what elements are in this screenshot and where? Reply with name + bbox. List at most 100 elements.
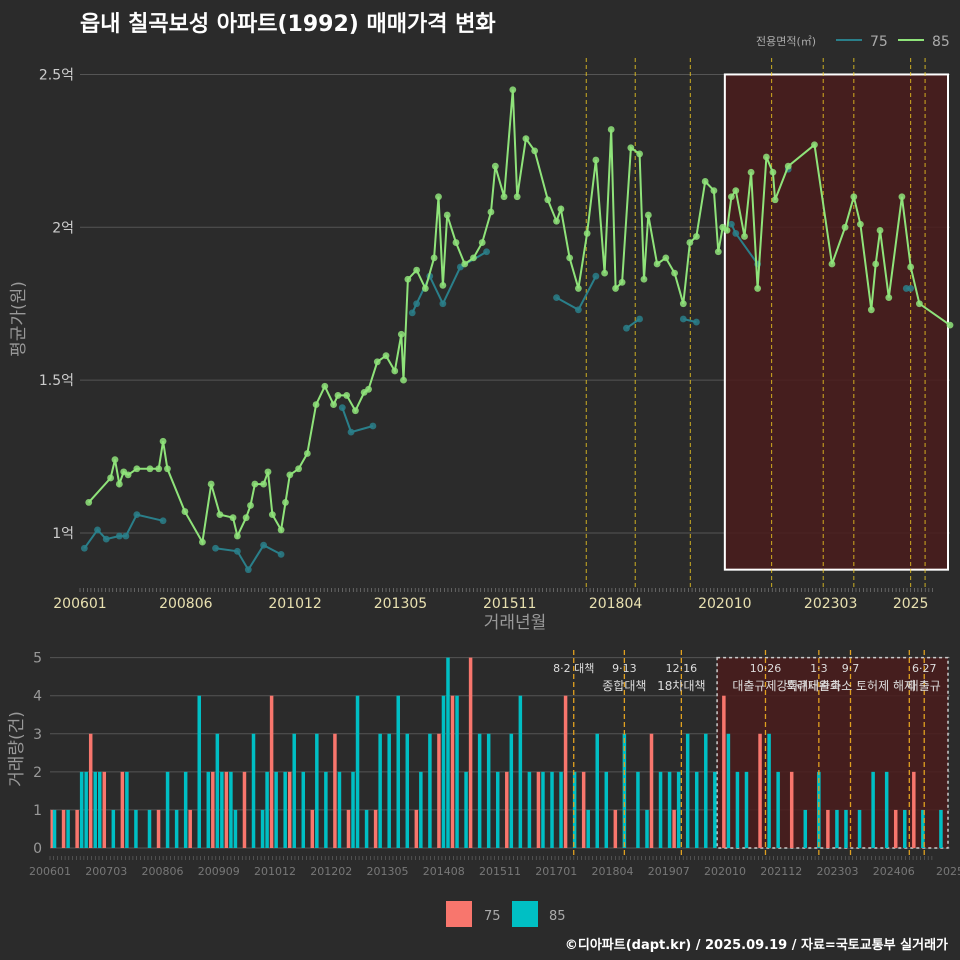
bar-75 [912, 771, 916, 848]
series-75-point [277, 550, 285, 558]
series-85-point [723, 226, 731, 234]
series-85-point [155, 465, 163, 473]
series-85-point [216, 511, 224, 519]
bar-y-tick-label: 4 [33, 689, 42, 705]
bar-85 [455, 695, 459, 848]
series-85-point [159, 437, 167, 445]
bar-85 [260, 809, 265, 848]
bar-75 [346, 809, 351, 848]
series-85-point [885, 294, 893, 302]
series-85-point [693, 233, 700, 240]
series-85-point [242, 514, 250, 522]
bar-85 [79, 771, 84, 848]
series-75-point [679, 315, 687, 323]
bar-85 [355, 695, 360, 848]
bar-75 [536, 771, 541, 848]
bar-85 [477, 733, 482, 848]
bar-75 [88, 733, 93, 848]
x-tick-label: 202010 [698, 596, 751, 612]
series-85-point [443, 211, 451, 219]
bar-85 [844, 809, 848, 848]
x-tick-label: 200806 [159, 596, 213, 612]
bar-85 [265, 771, 269, 848]
bar-75 [224, 771, 229, 848]
bar-85 [396, 695, 400, 848]
bar-85 [636, 771, 640, 848]
bar-85 [387, 733, 391, 848]
series-75-point [483, 248, 490, 256]
bar-85 [744, 771, 749, 848]
bar-85 [66, 809, 70, 848]
series-85-point [557, 205, 565, 213]
bar-85 [147, 809, 152, 848]
bar-85 [586, 809, 590, 848]
series-85-point [146, 465, 154, 473]
bar-85 [324, 771, 328, 848]
series-85-point [856, 220, 864, 228]
series-85-point [867, 306, 875, 314]
bar-75 [563, 695, 568, 848]
series-85-point [710, 187, 718, 195]
series-85-point [439, 281, 447, 289]
bar-75 [672, 809, 676, 848]
policy-annotation: 특례대출축소 토허제 해제 [786, 679, 915, 693]
series-85-point [229, 514, 237, 522]
series-85-point [391, 367, 399, 375]
series-85-point [430, 254, 438, 262]
series-85-point [312, 401, 320, 408]
series-85-point [321, 382, 329, 390]
bar-85 [183, 771, 188, 848]
bar-75 [468, 657, 473, 848]
series-85-point [522, 135, 530, 143]
bar-75 [242, 771, 247, 848]
policy-annotation: 18차대책 [657, 678, 705, 693]
bar-x-tick-label: 201012 [254, 865, 296, 878]
bar-75 [156, 809, 161, 848]
bar-y-tick-label: 0 [33, 841, 42, 857]
series-85-point [509, 86, 517, 94]
bar-75 [188, 809, 192, 848]
series-85-point [491, 162, 499, 170]
policy-annotation: 1·3 [810, 662, 828, 675]
series-85-point [662, 254, 670, 262]
series-85-point [352, 407, 359, 415]
series-75-line [215, 543, 282, 572]
bar-85 [903, 809, 907, 848]
series-75-point [122, 532, 130, 540]
chart-title: 읍내 칠곡보성 아파트(1992) 매매가격 변화 [80, 12, 496, 37]
bar-85 [215, 733, 220, 848]
bar-85 [220, 771, 224, 848]
series-85-point [644, 211, 652, 219]
series-85-point [295, 465, 302, 473]
series-85-point [470, 254, 477, 262]
series-85-point [452, 239, 460, 246]
bar-x-tick-label: 201511 [479, 865, 521, 878]
series-85-point [133, 465, 141, 473]
x-tick-label: 201012 [268, 596, 321, 612]
policy-annotation: 8·2 대책 [553, 662, 594, 675]
bar-85 [206, 771, 211, 848]
series-85-point [365, 385, 372, 393]
bar-85 [939, 809, 943, 848]
bar-85 [595, 733, 599, 848]
bar-85 [292, 733, 296, 848]
series-85-point [741, 233, 748, 240]
series-75-point [347, 428, 355, 436]
series-85-point [207, 480, 215, 488]
bar-75 [287, 771, 292, 848]
bar-85 [464, 771, 468, 848]
series-85-point [260, 480, 268, 488]
bar-85 [197, 695, 201, 848]
series-85-point [653, 260, 661, 268]
series-85-point [592, 156, 600, 164]
bar-85 [495, 771, 500, 848]
series-85-point [784, 162, 792, 170]
series-85-point [397, 330, 405, 338]
series-85-point [400, 376, 407, 384]
series-85-point [85, 499, 93, 506]
series-85-point [762, 153, 770, 161]
bar-85 [446, 657, 450, 848]
series-85-point [404, 275, 412, 283]
credit-text: ©디아파트(dapt.kr) / 2025.09.19 / 자료=국토교통부 실… [564, 938, 948, 953]
policy-annotation: 대출규제강화 [732, 679, 798, 693]
